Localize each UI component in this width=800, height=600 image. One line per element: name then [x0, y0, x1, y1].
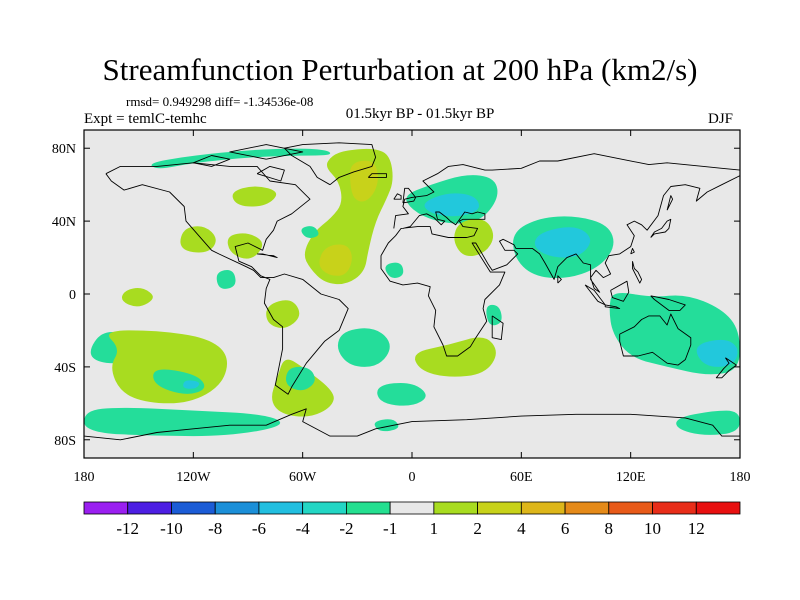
coastline	[257, 253, 278, 259]
axes: 180 120W 60W 0 60E 120E 180 80N 40N 0 40S 80S	[52, 130, 751, 485]
coastline	[256, 165, 285, 182]
contour-region	[676, 410, 740, 435]
x-tick-label: 0	[409, 470, 416, 485]
contour-region	[377, 382, 426, 406]
y-tick-label: 80S	[54, 434, 76, 449]
colorbar-label: 2	[473, 519, 482, 538]
colorbar-label: -8	[208, 519, 222, 538]
x-tick-label: 60E	[510, 470, 533, 485]
colorbar-swatch	[695, 501, 741, 515]
coastline	[715, 357, 737, 379]
plot-area	[83, 129, 741, 459]
coastline	[650, 295, 686, 311]
contour-region	[84, 407, 281, 437]
contour-region	[180, 226, 216, 253]
colorbar-label: -1	[383, 519, 397, 538]
colorbar-swatch	[345, 501, 391, 515]
colorbar-label: -6	[252, 519, 266, 538]
colorbar-swatch	[520, 501, 566, 515]
contour-region	[534, 227, 591, 258]
coastline	[380, 175, 740, 357]
colorbar-label: 12	[688, 519, 705, 538]
colorbar-label: 4	[517, 519, 526, 538]
contour-region	[266, 300, 300, 328]
contour-region	[454, 219, 494, 257]
colorbar-swatch	[608, 501, 653, 515]
contour-region	[415, 337, 496, 377]
coastline	[84, 408, 740, 441]
coastline	[666, 195, 674, 211]
y-tick-label: 0	[69, 288, 76, 303]
colorbar-label: -4	[296, 519, 311, 538]
coastline	[105, 162, 349, 395]
y-tick-label: 80N	[52, 142, 76, 157]
contour-region	[385, 262, 404, 278]
coastline	[229, 144, 304, 160]
coastlines	[84, 142, 740, 441]
coastline	[393, 153, 740, 229]
colorbar-label: 8	[605, 519, 614, 538]
x-tick-label: 180	[730, 470, 751, 485]
x-tick-label: 120W	[176, 470, 211, 485]
contour-region	[301, 226, 319, 238]
y-tick-label: 40N	[52, 215, 76, 230]
colorbar-swatch	[433, 501, 478, 515]
colorbar: -12 -10 -8 -6 -4 -2 -1 1 2 4 6 8 10 12	[83, 501, 741, 538]
contour-region	[319, 244, 352, 276]
colorbar-swatch	[127, 501, 172, 515]
coastline	[604, 304, 621, 310]
colorbar-swatch	[258, 501, 304, 515]
contour-region	[216, 270, 236, 289]
colorbar-swatch	[302, 501, 347, 515]
contour-region	[232, 186, 277, 207]
chart-title: Streamfunction Perturbation at 200 hPa (…	[102, 52, 698, 87]
colorbar-label: 6	[561, 519, 570, 538]
colorbar-swatch	[477, 501, 522, 515]
contour-region	[121, 288, 153, 307]
coastline	[557, 275, 562, 284]
colorbar-label: 1	[430, 519, 439, 538]
season-label: DJF	[708, 111, 734, 127]
coastline	[283, 142, 377, 186]
colorbar-label: -12	[116, 519, 139, 538]
coastline	[619, 313, 692, 366]
contour-region	[151, 148, 331, 169]
x-tick-label: 120E	[616, 470, 646, 485]
colorbar-label: 10	[644, 519, 661, 538]
contour-region	[337, 328, 390, 367]
colorbar-swatch	[83, 501, 129, 515]
coastline	[630, 247, 635, 255]
colorbar-label: -10	[160, 519, 183, 538]
colorbar-swatch	[214, 501, 260, 515]
coastline	[193, 155, 231, 167]
contour-region	[424, 193, 480, 217]
coastline	[402, 187, 417, 204]
contour-region	[183, 380, 200, 389]
experiment-label: Expt = temlC-temhc	[84, 111, 207, 127]
colorbar-swatch	[171, 501, 216, 515]
coastline	[610, 280, 630, 302]
y-tick-label: 40S	[54, 361, 76, 376]
coastline	[632, 261, 643, 284]
colorbar-swatch	[389, 501, 435, 515]
stats-line: rmsd= 0.949298 diff= -1.34536e-08	[126, 94, 314, 109]
colorbar-label: -2	[339, 519, 353, 538]
x-tick-label: 60W	[289, 470, 317, 485]
coastline	[650, 218, 672, 238]
period-label: 01.5kyr BP - 01.5kyr BP	[345, 106, 495, 122]
colorbar-swatch	[564, 501, 610, 515]
coastline	[367, 173, 387, 178]
coastline	[491, 315, 504, 341]
x-tick-label: 180	[74, 470, 95, 485]
plot-background	[84, 130, 740, 458]
coastline	[393, 193, 402, 200]
colorbar-swatch	[652, 501, 697, 515]
